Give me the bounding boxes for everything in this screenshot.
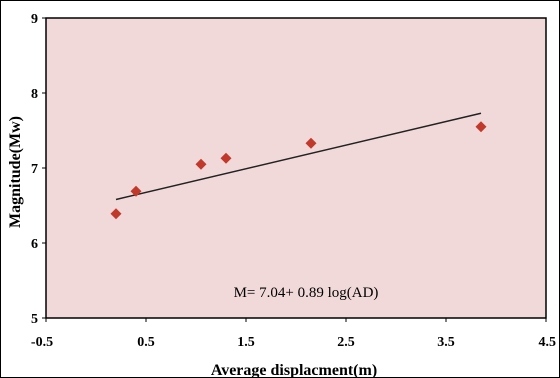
y-tick-labels: 5 6 7 8 9 — [31, 12, 46, 327]
data-point-3 — [195, 158, 207, 170]
x-tick-label-6: 4.5 — [539, 335, 557, 350]
x-tick-labels: -0.5 0.5 1.5 2.5 3.5 4.5 — [31, 318, 556, 350]
data-point-4 — [220, 152, 232, 164]
x-tick-label-1: -0.5 — [31, 335, 53, 350]
regression-equation: M= 7.04+ 0.89 log(AD) — [234, 285, 379, 301]
x-tick-label-2: 0.5 — [137, 335, 155, 350]
y-tick-label-3: 7 — [31, 162, 38, 177]
data-point-2 — [130, 185, 142, 197]
plot-area — [45, 17, 547, 319]
x-axis-title: Average displacment(m) — [211, 362, 377, 378]
data-point-6 — [475, 121, 487, 133]
x-tick-label-4: 2.5 — [337, 335, 355, 350]
data-point-1 — [110, 208, 122, 220]
data-points — [110, 121, 487, 220]
x-tick-label-5: 3.5 — [437, 335, 455, 350]
trendline-group — [115, 112, 482, 201]
y-tick-label-2: 6 — [31, 237, 38, 252]
data-point-5 — [305, 137, 317, 149]
trendline — [115, 112, 482, 201]
y-axis-title: Magnitude(Mw) — [7, 116, 24, 228]
y-tick-label-5: 9 — [31, 12, 38, 27]
y-tick-label-1: 5 — [31, 312, 38, 327]
x-tick-label-3: 1.5 — [237, 335, 255, 350]
y-tick-label-4: 8 — [31, 87, 38, 102]
